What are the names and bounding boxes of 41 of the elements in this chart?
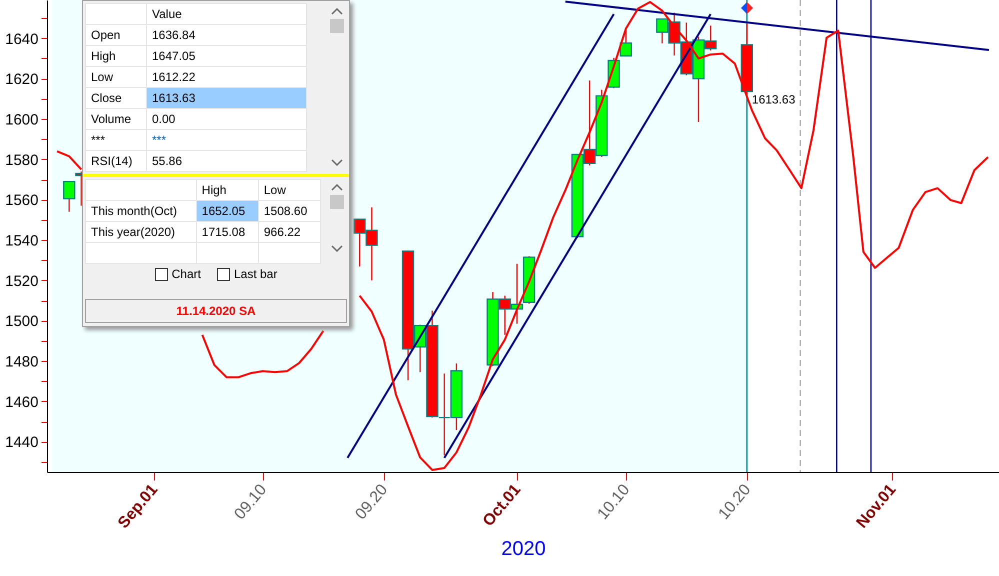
annotation: Close [86,88,146,108]
annotation: Chart [170,267,201,281]
annotation: High [86,46,146,66]
annotation: *** [86,130,146,150]
annotation: This year(2020) [86,222,196,242]
annotation: High [196,180,258,200]
annotation: 1715.08 [196,222,258,242]
candlestick [620,28,632,58]
annotation: RSI(14) [86,150,146,172]
x-axis-title: 2020 [501,538,546,560]
annotation: 0.00 [146,108,306,130]
annotation: 1636.84 [146,24,306,46]
annotation: 1647.05 [146,46,306,66]
annotation: Open [86,24,146,46]
y-tick-label: 1560 [5,192,38,210]
annotation: Low [258,180,320,200]
y-tick-label: 1520 [5,272,38,290]
annotation: Last bar [232,267,278,281]
y-tick-label: 1540 [5,232,38,250]
annotation: 11.14.2020 SA [85,299,347,323]
annotation: 1613.63 [752,92,796,107]
y-tick-label: 1620 [5,71,38,88]
annotation: 1613.63 [146,88,306,108]
annotation: 966.22 [258,222,320,242]
annotation: Low [86,66,146,88]
candlestick [63,180,76,212]
y-tick-label: 1640 [5,30,38,48]
y-tick-label: 1480 [5,354,38,371]
y-tick-label: 1460 [5,394,38,411]
annotation: This month(Oct) [86,200,196,222]
annotation: 1612.22 [146,66,306,88]
y-tick-label: 1600 [5,112,38,129]
annotation: *** [146,130,306,150]
annotation: Value [146,4,306,24]
y-tick-label: 1500 [5,313,38,330]
annotation: Volume [86,108,146,130]
annotation: 55.86 [146,150,306,172]
annotation: 1508.60 [258,200,320,222]
y-tick-label: 1440 [5,434,38,452]
annotation: 1652.05 [196,200,258,222]
y-tick-label: 1580 [5,152,38,169]
